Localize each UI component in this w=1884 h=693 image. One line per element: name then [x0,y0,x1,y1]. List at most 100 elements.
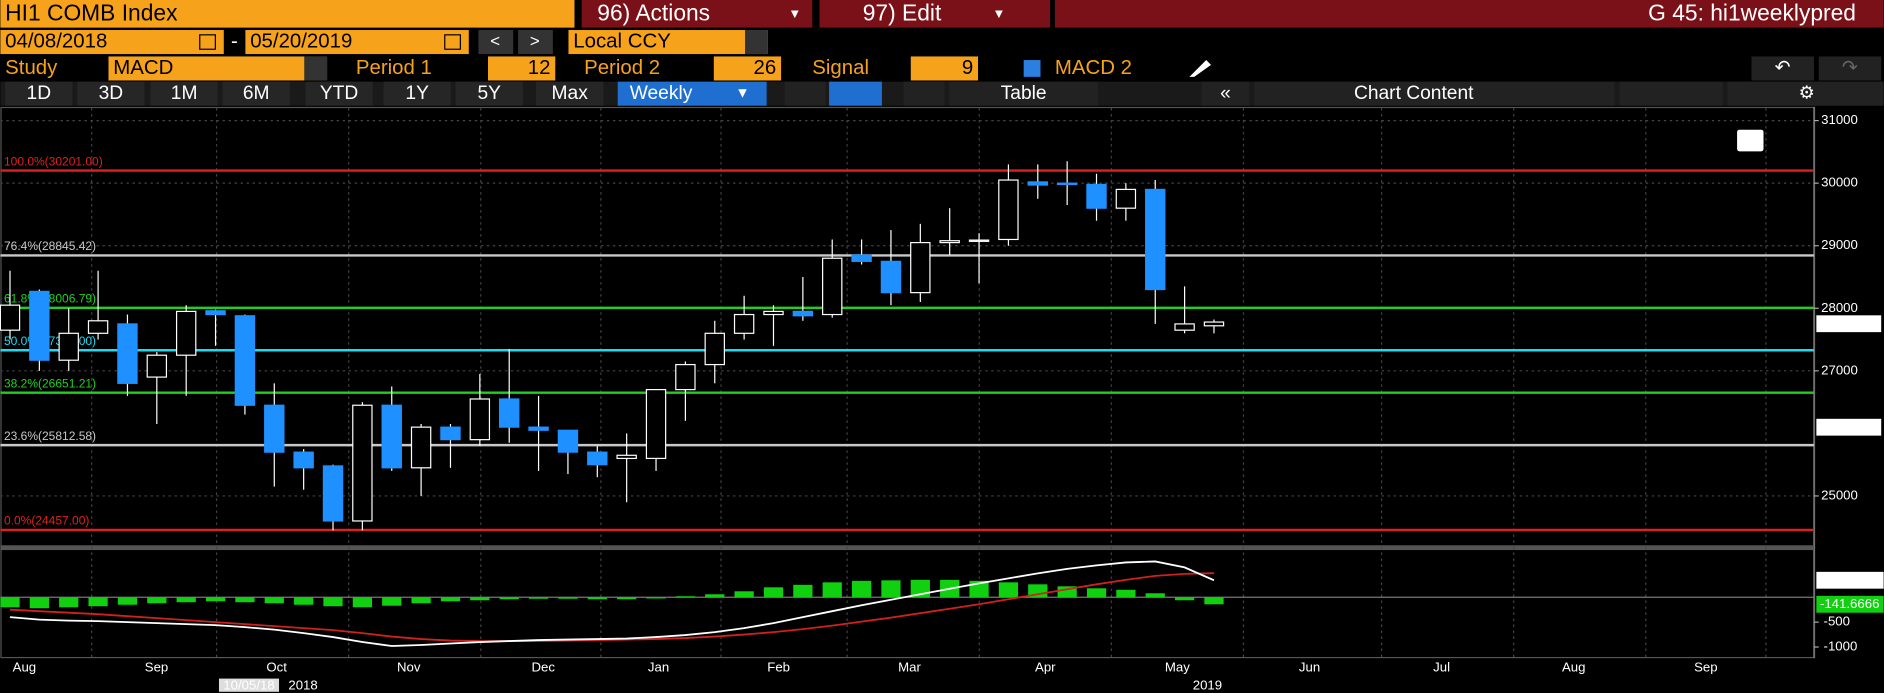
tab-label: YTD [320,83,358,104]
zoom-reset-button[interactable] [1737,129,1764,152]
tab-button[interactable] [536,81,604,106]
prev-button[interactable] [478,30,514,55]
table-button[interactable] [949,81,1099,106]
study: MACD [113,57,173,79]
signal-label: Signal [812,57,869,79]
candle-body [1027,181,1048,186]
dropdown-arrow: ▼ [992,6,1005,21]
redo-button[interactable] [1818,56,1882,81]
frequency: Weekly [630,83,693,104]
candle-body [851,254,872,262]
tab-button[interactable] [77,81,145,106]
candle-body [763,310,784,316]
tab-label: Max [552,83,589,104]
tab-button[interactable] [383,81,451,106]
tab-button[interactable] [150,81,218,106]
line-chart-button[interactable] [784,81,826,106]
histogram-bar [1086,588,1107,598]
x-tick-label: Mar [898,659,921,674]
pencil-icon[interactable] [1189,60,1212,77]
period2-field[interactable] [713,56,782,81]
next-icon: > [530,31,540,50]
candle-body [939,240,960,244]
histogram-bar [705,594,725,598]
signal-field[interactable] [910,56,979,81]
fib-label: 50.0%(27329.00) [4,334,96,348]
histogram-bar [734,591,754,598]
start-date-field[interactable] [0,30,224,55]
candle-body [822,257,843,316]
candle-body [557,429,579,453]
date-dash: - [231,30,238,52]
histogram-bar [499,597,519,600]
y-tick-label: 25000 [1821,487,1858,502]
histogram-bar [411,597,431,604]
y-tick-label: -1000 [1824,639,1858,654]
macd-tag-label: -141.6666 [1820,596,1879,611]
candle-body [117,323,138,384]
candle-body [1203,321,1225,327]
year-label: 2019 [1193,677,1222,692]
undo-button[interactable] [1751,56,1814,81]
frequency-button[interactable] [617,81,767,106]
tab-button[interactable] [5,81,73,106]
tab-button[interactable] [455,81,523,106]
histogram-bar [29,597,49,609]
histogram-bar [235,597,255,603]
next-button[interactable] [518,30,553,55]
macd-line [9,560,1215,647]
candle-chart-button[interactable] [829,81,882,106]
histogram-bar [205,597,226,602]
signal: 9 [962,57,973,79]
candle-body [968,239,990,242]
histogram-bar [881,580,901,598]
fib-label: 76.4%(28845.42) [4,239,96,253]
candle-body [1115,188,1137,209]
x-tick-label: Feb [767,659,790,674]
year-label: 2018 [288,677,317,692]
security: HI1 COMB Index [5,0,178,25]
histogram-bar [117,597,138,605]
period1-label: Period 1 [356,57,432,79]
chart-content-button[interactable] [1254,81,1615,106]
fib-label: 38.2%(26651.21) [4,376,96,390]
y-tick-label: 29000 [1821,237,1858,252]
calendar-icon[interactable] [199,34,216,50]
dropdown-arrow: ▼ [735,85,749,101]
candle-body [704,332,725,366]
currency-field[interactable] [568,30,768,55]
collapse-button[interactable] [1201,81,1250,106]
x-tick-label: Apr [1035,659,1056,674]
edit-menu[interactable] [819,0,1051,28]
panel-divider [0,545,1814,551]
collapse-icon: « [1220,83,1231,104]
tab-label: 5Y [477,83,501,104]
settings-button[interactable] [1727,81,1884,106]
actions-menu[interactable] [581,0,813,28]
tab-button[interactable] [305,81,373,106]
histogram-bar [675,596,696,598]
calendar-icon[interactable] [444,34,461,50]
y-tick-label: 28000 [1821,300,1858,315]
price-tag-label: 26098.74 [1820,419,1875,434]
histogram-bar [646,597,666,599]
macd-tag-label: 341.7799 [1820,572,1875,587]
dropdown-button[interactable] [304,56,328,81]
study-field[interactable] [108,56,328,81]
histogram-bar [59,597,79,608]
start-date: 04/08/2018 [5,30,107,52]
edit-tool-button[interactable] [1619,81,1723,106]
candle-body [469,398,491,441]
end-date-field[interactable] [245,30,469,55]
candle-body [1056,182,1078,186]
period1-field[interactable] [488,56,556,81]
x-tick-label: May [1165,659,1190,674]
chart-type-dropdown[interactable] [903,81,945,106]
macd-tag [1816,595,1884,613]
checkbox[interactable] [1023,60,1041,77]
security-box[interactable] [0,0,575,28]
y-tick-label: 27000 [1821,362,1858,377]
dropdown-button[interactable] [745,30,768,55]
candle-body [587,451,608,466]
tab-button[interactable] [222,81,290,106]
